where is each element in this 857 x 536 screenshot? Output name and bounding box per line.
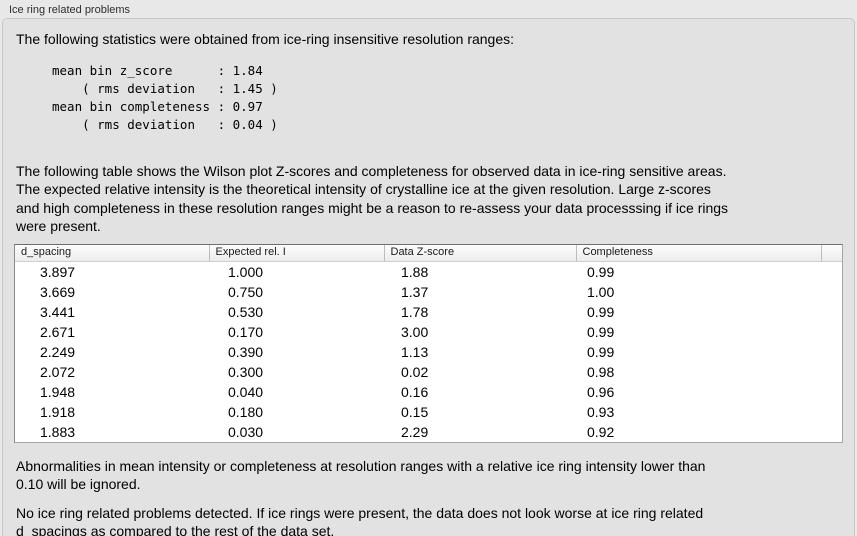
table-cell: 1.78: [401, 303, 429, 320]
table-cell: 1.37: [401, 283, 429, 300]
table-cell: 3.441: [40, 303, 76, 320]
intro-text: The following statistics were obtained f…: [16, 31, 515, 47]
column-header-d-spacing[interactable]: d_spacing: [15, 244, 210, 262]
table-cell: 2.249: [40, 343, 76, 360]
table-cell: 0.99: [587, 323, 615, 340]
table-cell: 3.897: [40, 263, 76, 280]
table-cell: 0.98: [587, 363, 615, 380]
table-row[interactable]: 1.883 0.030 2.29 0.92: [15, 422, 842, 442]
ignored-note: Abnormalities in mean intensity or compl…: [16, 457, 706, 493]
table-header: d_spacing Expected rel. I Data Z-score Comp…: [15, 244, 842, 262]
column-header-completeness[interactable]: Completeness: [576, 244, 822, 262]
table-cell: 0.300: [228, 363, 264, 380]
table-cell: 0.96: [587, 383, 615, 400]
column-header-expected-rel-i[interactable]: Expected rel. I: [209, 244, 385, 262]
table-cell: 0.92: [587, 423, 615, 440]
table-cell: 1.883: [40, 423, 76, 440]
table-cell: 0.170: [228, 323, 264, 340]
table-cell: 0.390: [228, 343, 264, 360]
table-cell: 0.93: [587, 403, 615, 420]
table-row[interactable]: 2.072 0.300 0.02 0.98: [15, 362, 842, 382]
table-cell: [821, 362, 842, 382]
table-cell: [821, 402, 842, 422]
table-row[interactable]: 2.249 0.390 1.13 0.99: [15, 342, 842, 362]
table-cell: 0.99: [587, 303, 615, 320]
stats-block: mean bin z_score : 1.84 ( rms deviation …: [52, 62, 278, 132]
table-row[interactable]: 3.441 0.530 1.78 0.99: [15, 302, 842, 322]
table-cell: 1.00: [587, 283, 615, 300]
table-cell: 0.16: [401, 383, 429, 400]
table-cell: [821, 342, 842, 362]
table-cell: 0.15: [401, 403, 429, 420]
table-cell: 1.88: [401, 263, 429, 280]
table-row[interactable]: 3.897 1.000 1.88 0.99: [15, 262, 842, 282]
column-header-data-z-score[interactable]: Data Z-score: [384, 244, 577, 262]
table-cell: 2.072: [40, 363, 76, 380]
table-cell: 2.29: [401, 423, 429, 440]
table-header-row: d_spacing Expected rel. I Data Z-score Comp…: [15, 244, 842, 262]
table-cell: 0.040: [228, 383, 264, 400]
conclusion-text: No ice ring related problems detected. I…: [16, 504, 704, 536]
ice-ring-table-grid: d_spacing Expected rel. I Data Z-score Comp…: [15, 244, 842, 442]
table-cell: 1.000: [228, 263, 264, 280]
table-cell: 0.180: [228, 403, 264, 420]
table-cell: [821, 302, 842, 322]
table-cell: 0.530: [228, 303, 264, 320]
panel-title: Ice ring related problems: [9, 4, 131, 16]
table-cell: 1.918: [40, 403, 76, 420]
table-cell: 3.669: [40, 283, 76, 300]
table-cell: 0.030: [228, 423, 264, 440]
table-cell: 3.00: [401, 323, 429, 340]
table-cell: 1.13: [401, 343, 429, 360]
panel-body: The following statistics were obtained f…: [2, 18, 855, 536]
table-cell: 1.948: [40, 383, 76, 400]
table-cell: 2.671: [40, 323, 76, 340]
table-cell: [821, 422, 842, 442]
table-body: 3.897 1.000 1.88 0.99 3.669 0.750 1.37 1.00 3.44…: [15, 262, 842, 442]
column-header-empty[interactable]: [821, 244, 842, 262]
table-cell: 0.750: [228, 283, 264, 300]
table-row[interactable]: 3.669 0.750 1.37 1.00: [15, 282, 842, 302]
table-cell: [821, 262, 842, 282]
table-cell: [821, 382, 842, 402]
table-cell: 0.99: [587, 263, 615, 280]
table-row[interactable]: 1.948 0.040 0.16 0.96: [15, 382, 842, 402]
table-row[interactable]: 1.918 0.180 0.15 0.93: [15, 402, 842, 422]
table-cell: [821, 322, 842, 342]
table-cell: [821, 282, 842, 302]
ice-ring-table[interactable]: d_spacing Expected rel. I Data Z-score Comp…: [14, 243, 843, 443]
table-row[interactable]: 2.671 0.170 3.00 0.99: [15, 322, 842, 342]
table-cell: 0.99: [587, 343, 615, 360]
table-cell: 0.02: [401, 363, 429, 380]
table-description: The following table shows the Wilson plo…: [16, 162, 729, 235]
